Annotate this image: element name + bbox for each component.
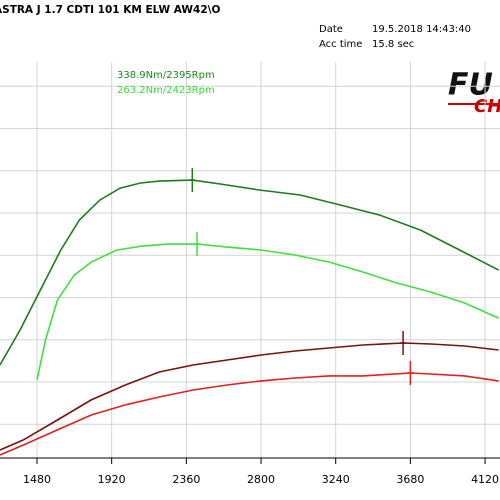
date: 19.5.2018 14:43:40	[372, 24, 471, 35]
annotation: 338.9Nm/2395Rpm	[117, 70, 215, 81]
series-line	[36, 243, 499, 381]
series-line	[0, 342, 499, 451]
x-tick-label: 3240	[322, 473, 350, 486]
plot-area	[0, 62, 500, 458]
acc: 15.8 sec	[372, 39, 414, 50]
series-line	[0, 179, 499, 366]
x-tick-label: 1480	[23, 473, 51, 486]
x-tick-label: 2360	[172, 473, 200, 486]
acc-label: Acc time	[319, 39, 362, 50]
x-tick-label: 3680	[396, 473, 424, 486]
annotation: 263.2Nm/2423Rpm	[117, 85, 215, 96]
date-label: Date	[319, 24, 343, 35]
title: ASTRA J 1.7 CDTI 101 KM ELW AW42\O	[0, 4, 220, 16]
x-tick-label: 2800	[247, 473, 275, 486]
x-tick-label: 1920	[98, 473, 126, 486]
series-line	[0, 372, 499, 456]
logo-bottom: CH	[474, 96, 500, 117]
x-tick-label: 4120	[471, 473, 499, 486]
